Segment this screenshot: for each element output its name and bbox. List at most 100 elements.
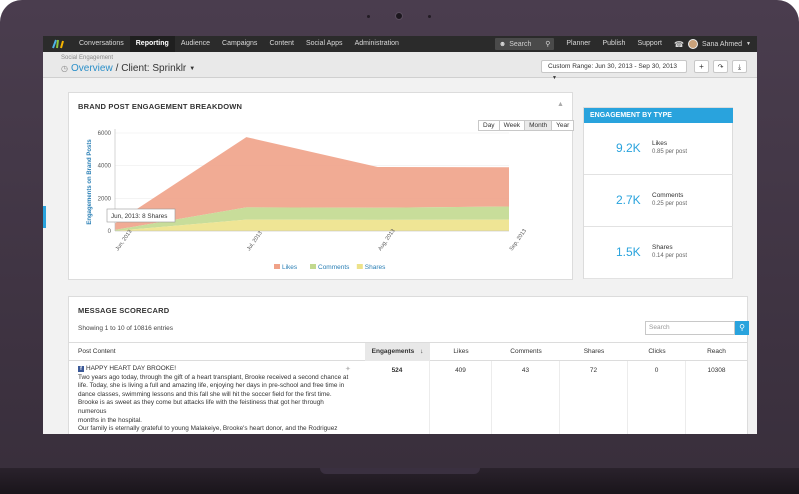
post-line: Brooke is as sweet as they come but atta… <box>78 399 324 415</box>
period-year-button[interactable]: Year <box>551 120 575 131</box>
sensor-dot-icon <box>428 15 431 18</box>
legend-label-shares[interactable]: Shares <box>365 264 386 271</box>
engagement-row-shares: 1.5K Shares 0.14 per post <box>584 227 733 279</box>
engagement-name: Shares <box>652 244 673 251</box>
engagement-sub: 0.14 per post <box>652 253 688 259</box>
client-selector[interactable]: / Client: Sprinklr <box>115 63 187 74</box>
col-engagements-label: Engagements <box>371 348 415 355</box>
chart-tooltip <box>106 208 176 223</box>
side-tab-handle[interactable] <box>43 206 46 228</box>
plus-icon: + <box>699 62 704 71</box>
y-axis-label: Engagements on Brand Posts <box>87 139 93 225</box>
export-icon[interactable]: ▲ <box>557 101 564 108</box>
x-tick-label: Jul, 2013 <box>246 230 264 252</box>
sort-down-icon: ↓ <box>420 348 424 355</box>
nav-item-administration[interactable]: Administration <box>354 40 399 47</box>
cell-engagements: 524 <box>365 361 430 434</box>
chart-tooltip-text: Jun, 2013: 8 Shares <box>111 213 167 220</box>
panel-title: BRAND POST ENGAGEMENT BREAKDOWN <box>78 102 243 111</box>
user-filter-icon[interactable]: ☻ <box>498 40 507 48</box>
table-row[interactable]: f HAPPY HEART DAY BROOKE! Two years ago to… <box>69 361 747 434</box>
engagement-sub: 0.25 per post <box>652 201 688 207</box>
legend-swatch-shares[interactable] <box>356 264 363 269</box>
facebook-icon: f <box>78 366 84 372</box>
search-button[interactable]: ⚲ <box>735 321 749 335</box>
x-tick-label: Aug, 2013 <box>377 228 396 252</box>
col-shares[interactable]: Shares <box>583 348 605 355</box>
scorecard-search-input[interactable]: Search <box>645 321 735 335</box>
user-name: Sana Ahmed <box>701 40 743 48</box>
post-content: f HAPPY HEART DAY BROOKE! Two years ago to… <box>78 365 350 434</box>
engagement-row-likes: 9.2K Likes 0.85 per post <box>584 123 733 175</box>
webcam-icon <box>395 12 403 20</box>
breadcrumb: ◷ Overview / Client: Sprinklr ▼ <box>61 63 195 74</box>
nav-item-audience[interactable]: Audience <box>180 40 211 47</box>
app-screen: Conversations Reporting Audience Campaigns C… <box>43 36 757 434</box>
engagement-row-comments: 2.7K Comments 0.25 per post <box>584 175 733 227</box>
date-range-label: Custom Range: Jun 30, 2013 - Sep 30, 201… <box>548 63 678 70</box>
nav-item-social-apps[interactable]: Social Apps <box>305 40 343 47</box>
add-widget-button[interactable]: + <box>694 60 709 73</box>
x-tick-label: Jun, 2013 <box>115 229 134 252</box>
post-line: life. Today, she is living a full and am… <box>78 382 345 390</box>
avatar <box>687 39 698 49</box>
engagement-area-chart: 0 2000 4000 6000 Engagements on Brand Posts J… <box>87 129 528 271</box>
col-reach[interactable]: Reach <box>707 348 726 355</box>
share-button[interactable]: ↷ <box>713 60 728 73</box>
laptop-base <box>0 468 799 494</box>
engagement-value: 1.5K <box>616 245 641 259</box>
col-clicks[interactable]: Clicks <box>648 348 666 355</box>
area-shares[interactable] <box>115 219 509 231</box>
chevron-down-icon[interactable]: ▼ <box>189 65 196 72</box>
legend-swatch-likes[interactable] <box>274 264 280 269</box>
legend-label-likes[interactable]: Likes <box>282 264 298 271</box>
engagement-name: Likes <box>652 140 668 147</box>
col-engagements[interactable]: Engagements ↓ <box>365 343 430 361</box>
download-button[interactable]: ⤓ <box>732 60 747 73</box>
message-scorecard-panel: MESSAGE SCORECARD Showing 1 to 10 of 108… <box>68 296 749 434</box>
cell-clicks: 0 <box>628 361 686 434</box>
cell-likes: 409 <box>430 361 492 434</box>
headset-icon[interactable]: ☎ <box>673 39 684 49</box>
global-search[interactable]: ☻ Search ⚲ <box>494 38 555 50</box>
global-search-label[interactable]: Search <box>509 40 532 48</box>
engagement-value: 9.2K <box>616 141 641 155</box>
y-tick-label: 2000 <box>98 196 112 202</box>
nav-item-content[interactable]: Content <box>269 40 294 47</box>
cell-comments: 43 <box>492 361 560 434</box>
user-menu[interactable]: ☎ Sana Ahmed ▼ <box>668 39 757 49</box>
area-comments[interactable] <box>115 206 509 231</box>
post-line: HAPPY HEART DAY BROOKE! <box>86 365 176 372</box>
sprinklr-logo-icon[interactable] <box>43 36 73 52</box>
y-tick-label: 4000 <box>98 164 112 170</box>
nav-item-conversations[interactable]: Conversations <box>79 40 124 47</box>
nav-publish[interactable]: Publish <box>602 40 626 47</box>
dashboard-icon: ◷ <box>61 64 68 73</box>
period-selector: Day Week Month Year <box>478 120 575 131</box>
date-range-dropdown[interactable]: Custom Range: Jun 30, 2013 - Sep 30, 201… <box>541 60 687 81</box>
y-tick-label: 0 <box>108 229 112 235</box>
table-header: Post Content Engagements ↓ Likes Comment… <box>69 342 747 361</box>
engagement-sub: 0.85 per post <box>652 149 688 155</box>
chevron-down-icon: ▼ <box>746 41 751 47</box>
nav-item-reporting[interactable]: Reporting <box>129 36 175 52</box>
legend-label-comments[interactable]: Comments <box>318 264 350 271</box>
engagement-value: 2.7K <box>616 193 641 207</box>
engagement-by-type-title: ENGAGEMENT BY TYPE <box>584 108 733 123</box>
nav-item-campaigns[interactable]: Campaigns <box>222 40 258 47</box>
area-likes[interactable] <box>115 137 509 230</box>
laptop-notch <box>320 468 480 474</box>
col-post-content[interactable]: Post Content <box>78 348 116 355</box>
scorecard-title: MESSAGE SCORECARD <box>78 306 170 315</box>
search-icon: ⚲ <box>739 323 745 332</box>
search-icon[interactable]: ⚲ <box>545 41 551 48</box>
nav-planner[interactable]: Planner <box>566 40 591 47</box>
nav-support[interactable]: Support <box>637 40 662 47</box>
col-likes[interactable]: Likes <box>453 348 469 355</box>
overview-link[interactable]: Overview <box>70 63 113 74</box>
x-tick-label: Sep, 2013 <box>509 228 528 252</box>
engagement-name: Comments <box>652 192 684 199</box>
legend-swatch-comments[interactable] <box>310 264 316 269</box>
col-comments[interactable]: Comments <box>510 348 542 355</box>
